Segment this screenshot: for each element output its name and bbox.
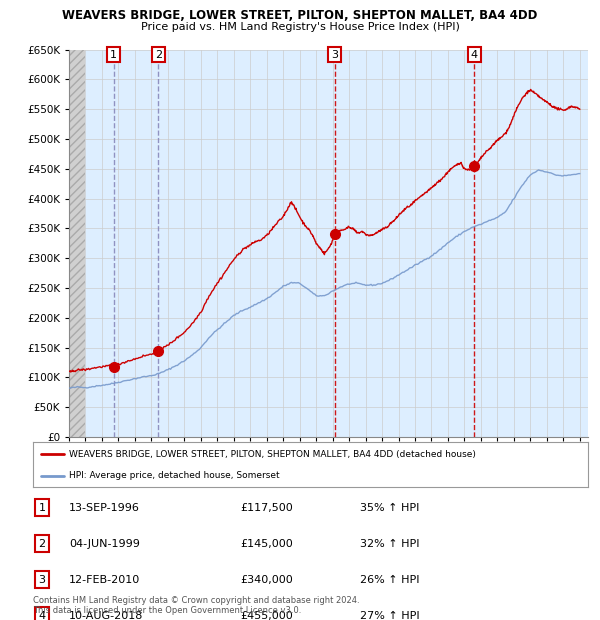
Text: Contains HM Land Registry data © Crown copyright and database right 2024.
This d: Contains HM Land Registry data © Crown c… bbox=[33, 596, 359, 615]
Text: 10-AUG-2018: 10-AUG-2018 bbox=[69, 611, 143, 620]
Text: £117,500: £117,500 bbox=[240, 503, 293, 513]
Text: £145,000: £145,000 bbox=[240, 539, 293, 549]
Text: 2: 2 bbox=[38, 539, 46, 549]
Text: WEAVERS BRIDGE, LOWER STREET, PILTON, SHEPTON MALLET, BA4 4DD: WEAVERS BRIDGE, LOWER STREET, PILTON, SH… bbox=[62, 9, 538, 22]
Text: 3: 3 bbox=[331, 50, 338, 60]
Text: 27% ↑ HPI: 27% ↑ HPI bbox=[360, 611, 419, 620]
Text: 35% ↑ HPI: 35% ↑ HPI bbox=[360, 503, 419, 513]
Text: £340,000: £340,000 bbox=[240, 575, 293, 585]
Text: 04-JUN-1999: 04-JUN-1999 bbox=[69, 539, 140, 549]
Text: 13-SEP-1996: 13-SEP-1996 bbox=[69, 503, 140, 513]
Text: Price paid vs. HM Land Registry's House Price Index (HPI): Price paid vs. HM Land Registry's House … bbox=[140, 22, 460, 32]
Bar bbox=[69, 50, 85, 437]
Text: 1: 1 bbox=[110, 50, 117, 60]
Text: WEAVERS BRIDGE, LOWER STREET, PILTON, SHEPTON MALLET, BA4 4DD (detached house): WEAVERS BRIDGE, LOWER STREET, PILTON, SH… bbox=[69, 450, 476, 459]
Text: 3: 3 bbox=[38, 575, 46, 585]
Text: 26% ↑ HPI: 26% ↑ HPI bbox=[360, 575, 419, 585]
Text: HPI: Average price, detached house, Somerset: HPI: Average price, detached house, Some… bbox=[69, 471, 280, 480]
Text: 1: 1 bbox=[38, 503, 46, 513]
Text: £455,000: £455,000 bbox=[240, 611, 293, 620]
Text: 4: 4 bbox=[471, 50, 478, 60]
Text: 2: 2 bbox=[155, 50, 162, 60]
Text: 12-FEB-2010: 12-FEB-2010 bbox=[69, 575, 140, 585]
Text: 4: 4 bbox=[38, 611, 46, 620]
Text: 32% ↑ HPI: 32% ↑ HPI bbox=[360, 539, 419, 549]
